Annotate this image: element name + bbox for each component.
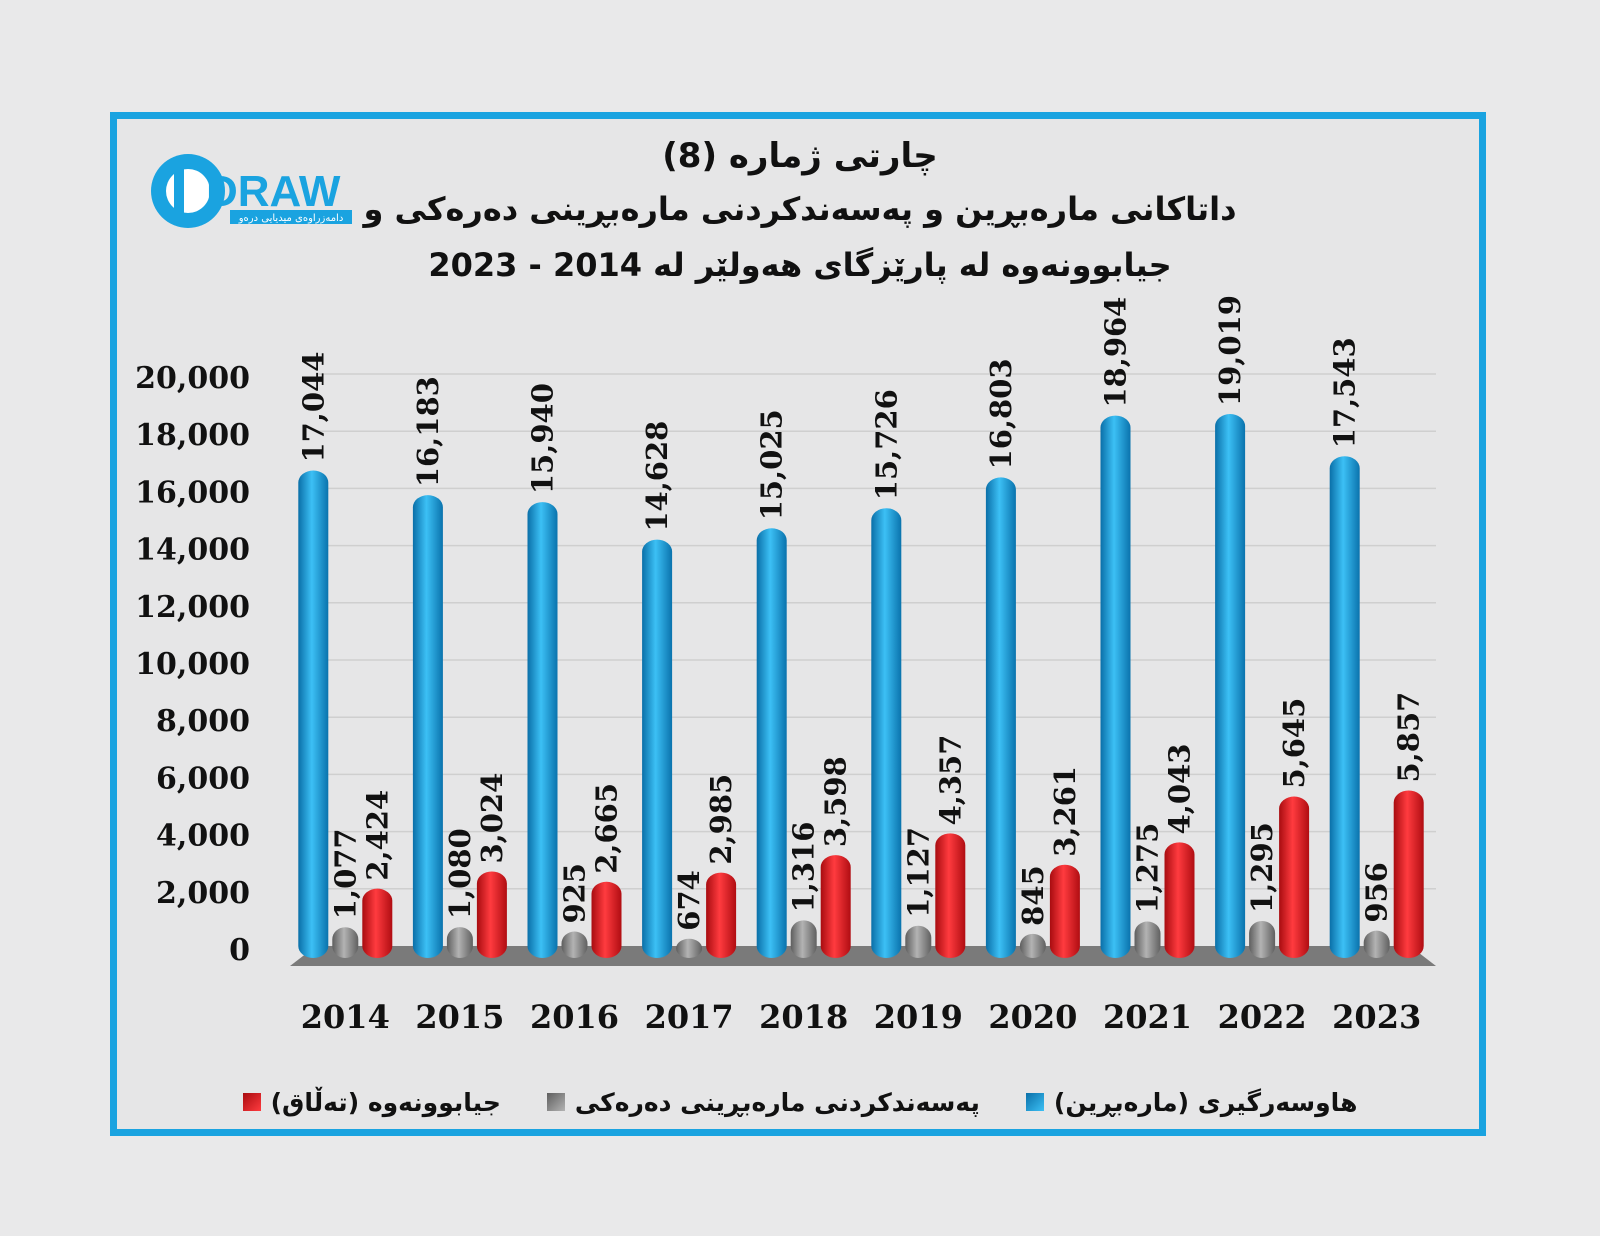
data-label: 5,645 <box>1277 698 1311 789</box>
legend-label-external: پەسەندکردنی مارەبڕینی دەرەکی <box>574 1087 980 1117</box>
bar-divorce <box>820 855 851 958</box>
bar-divorce <box>1164 842 1195 958</box>
bar-external <box>790 920 817 958</box>
data-label: 19,019 <box>1213 295 1247 406</box>
bar-divorce <box>362 888 393 958</box>
data-label: 1,275 <box>1131 823 1165 914</box>
x-tick-label: 2016 <box>530 998 619 1036</box>
data-label: 1,316 <box>787 822 821 913</box>
bar-external <box>1249 920 1276 958</box>
x-tick-label: 2018 <box>759 998 848 1036</box>
data-label: 4,043 <box>1163 744 1197 835</box>
legend-label-marriage: هاوسەرگیری (مارەبڕین) <box>1053 1087 1358 1117</box>
data-label: 1,295 <box>1245 822 1279 913</box>
data-label: 2,665 <box>590 783 624 874</box>
x-tick-label: 2017 <box>645 998 734 1036</box>
y-tick-label: 18,000 <box>135 418 250 453</box>
chart-title-line-2: داتاکانی مارەبڕین و پەسەندکردنی مارەبڕین… <box>363 190 1237 228</box>
logo-subtext: دامەزراوەی میدیایی درەو <box>238 213 344 224</box>
bar-marriage <box>1329 456 1360 958</box>
data-label: 18,964 <box>1099 297 1133 408</box>
bar-external <box>1363 930 1390 958</box>
chart-legend: هاوسەرگیری (مارەبڕین) پەسەندکردنی مارەبڕ… <box>200 1082 1400 1122</box>
x-tick-label: 2021 <box>1103 998 1192 1036</box>
bar-divorce <box>1279 796 1310 958</box>
y-tick-label: 4,000 <box>156 819 250 854</box>
data-label: 1,127 <box>901 827 935 918</box>
data-label: 14,628 <box>640 421 674 532</box>
data-label: 3,261 <box>1048 766 1082 857</box>
y-tick-label: 8,000 <box>156 704 250 739</box>
data-label: 15,726 <box>869 389 903 500</box>
data-label: 5,857 <box>1392 692 1426 783</box>
data-label: 15,025 <box>755 409 789 520</box>
data-label: 2,424 <box>360 790 394 881</box>
bar-external <box>561 931 588 958</box>
x-tick-label: 2019 <box>874 998 963 1036</box>
chart-title-line-1: چارتی ژمارە (8) <box>662 136 938 176</box>
legend-swatch-external <box>546 1093 565 1111</box>
bar-divorce <box>476 871 507 958</box>
legend-swatch-divorce <box>242 1093 261 1111</box>
x-tick-label: 2015 <box>415 998 504 1036</box>
bar-marriage <box>412 495 443 958</box>
bar-marriage <box>1100 415 1131 958</box>
data-label: 925 <box>558 863 592 924</box>
bar-marriage <box>527 502 558 958</box>
data-label: 845 <box>1016 865 1050 926</box>
data-label: 674 <box>672 870 706 931</box>
y-tick-label: 0 <box>229 933 250 968</box>
data-label: 2,985 <box>704 774 738 865</box>
bar-divorce <box>706 872 737 958</box>
logo-text: DRAW <box>206 167 341 216</box>
bar-external <box>1134 921 1161 958</box>
bar-marriage <box>642 539 673 958</box>
draw-logo: DRAW دامەزراوەی میدیایی درەو <box>151 154 352 228</box>
data-label: 956 <box>1360 862 1394 923</box>
data-label: 17,543 <box>1328 337 1362 448</box>
data-label: 1,077 <box>328 828 362 919</box>
data-label: 17,044 <box>296 352 330 463</box>
y-tick-label: 16,000 <box>135 475 250 510</box>
y-tick-label: 2,000 <box>156 876 250 911</box>
data-label: 15,940 <box>526 383 560 494</box>
bar-marriage <box>1215 414 1246 958</box>
bar-divorce <box>935 833 966 958</box>
bar-external <box>446 927 473 958</box>
data-label: 16,803 <box>984 358 1018 469</box>
data-label: 1,080 <box>443 828 477 919</box>
data-label: 4,357 <box>933 735 967 826</box>
data-label: 3,598 <box>819 756 853 847</box>
legend-item-marriage: هاوسەرگیری (مارەبڕین) <box>1025 1082 1358 1122</box>
bar-marriage <box>871 508 902 958</box>
bar-marriage <box>985 477 1016 958</box>
y-tick-label: 12,000 <box>135 590 250 625</box>
legend-item-external: پەسەندکردنی مارەبڕینی دەرەکی <box>546 1082 980 1122</box>
bar-marriage <box>298 470 329 958</box>
legend-label-divorce: جیابوونەوە (تەڵاق) <box>270 1087 501 1117</box>
bar-marriage <box>756 528 787 958</box>
y-tick-label: 14,000 <box>135 533 250 568</box>
legend-swatch-marriage <box>1025 1093 1044 1111</box>
x-tick-label: 2020 <box>988 998 1077 1036</box>
y-tick-label: 20,000 <box>135 361 250 396</box>
x-tick-label: 2023 <box>1332 998 1421 1036</box>
bar-external <box>332 927 359 958</box>
bar-divorce <box>1049 864 1080 958</box>
bar-external <box>905 925 932 958</box>
bar-external <box>1019 933 1046 958</box>
bar-divorce <box>591 881 622 958</box>
chart-title-line-3: جیابوونەوە لە پارێزگای هەولێر لە 2014 - … <box>428 246 1172 284</box>
bar-external <box>676 938 703 958</box>
y-tick-label: 10,000 <box>135 647 250 682</box>
bar-divorce <box>1393 790 1424 958</box>
x-tick-label: 2022 <box>1218 998 1307 1036</box>
data-label: 3,024 <box>475 773 509 864</box>
data-label: 16,183 <box>411 376 445 487</box>
y-tick-label: 6,000 <box>156 761 250 796</box>
legend-item-divorce: جیابوونەوە (تەڵاق) <box>242 1082 501 1122</box>
x-tick-label: 2014 <box>301 998 390 1036</box>
